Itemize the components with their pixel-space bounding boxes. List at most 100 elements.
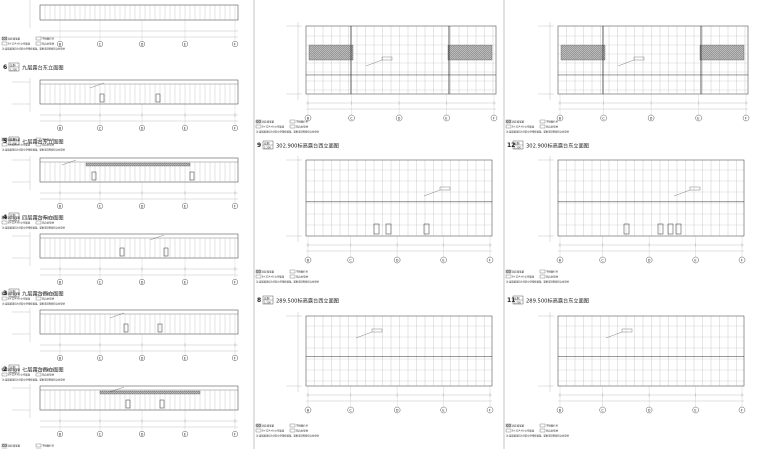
elevation-tag xyxy=(382,57,392,60)
legend-swatch xyxy=(2,37,7,40)
scale-label: 比例 xyxy=(10,365,16,369)
legend-swatch xyxy=(540,429,545,432)
legend-item-label: 铝合金型材 xyxy=(296,275,309,279)
legend-note: 注:幕墙玻璃均为夹胶中空钢化玻璃，窗框采用断桥铝合金型材 xyxy=(2,226,65,230)
legend-swatch xyxy=(506,270,511,273)
grid-axis-label: F xyxy=(741,258,743,262)
grid-axis-label: E xyxy=(694,408,696,412)
elevation-tag xyxy=(372,329,382,332)
scale-label: 比例 xyxy=(514,296,520,300)
legend-item-label: 铝合金型材 xyxy=(296,429,309,433)
legend-swatch xyxy=(256,424,261,427)
grid-axis-label: F xyxy=(489,258,491,262)
grid-axis-label: F xyxy=(234,126,236,130)
legend-swatch xyxy=(506,120,511,123)
grid-axis-label: F xyxy=(493,116,495,120)
legend-item-label: 不锈钢栏杆 xyxy=(296,120,309,124)
legend-swatch xyxy=(36,42,41,45)
grid-axis-label: E xyxy=(694,258,696,262)
legend-item-label: 固定玻璃窗 xyxy=(262,424,275,428)
leader-line xyxy=(110,313,124,318)
drawing-title: 七层露台东立面图 xyxy=(22,138,64,146)
grid-axis-label: E xyxy=(442,258,444,262)
grid-axis-label: D xyxy=(650,116,653,120)
door-opening xyxy=(386,224,391,234)
grid-axis-label: F xyxy=(234,356,236,360)
legend-note: 注:幕墙玻璃均为夹胶中空钢化玻璃，窗框采用断桥铝合金型材 xyxy=(2,148,65,152)
elevation-outline xyxy=(558,316,744,386)
hatched-band xyxy=(86,163,190,166)
legend-swatch xyxy=(290,424,295,427)
drawing-title: 302.900标高露台西立面图 xyxy=(276,142,339,150)
grid-axis-label: D xyxy=(141,126,144,130)
legend-item-label: 6+12A+6 中空玻璃 xyxy=(8,42,31,46)
legend-swatch xyxy=(2,221,7,224)
scale-value: 1:200 xyxy=(514,146,521,149)
legend-swatch xyxy=(540,270,545,273)
grid-axis-label: E xyxy=(184,356,186,360)
drawing-title: 九层露台西立面图 xyxy=(22,290,64,298)
drawing-title: 302.900标高露台东立面图 xyxy=(526,142,589,150)
elevation-tag xyxy=(622,329,632,332)
legend-item-label: 不锈钢栏杆 xyxy=(546,270,559,274)
legend-item-label: 不锈钢栏杆 xyxy=(546,424,559,428)
scale-value: 1:200 xyxy=(514,301,521,304)
door-opening xyxy=(668,224,673,234)
leader-line xyxy=(150,235,164,240)
legend-item-label: 铝合金型材 xyxy=(42,42,55,46)
grid-axis-label: E xyxy=(442,408,444,412)
legend-swatch xyxy=(506,424,511,427)
legend-item-label: 不锈钢栏杆 xyxy=(42,444,55,448)
scale-value: 1:200 xyxy=(264,146,271,149)
legend-swatch xyxy=(256,120,261,123)
door-opening xyxy=(160,400,164,408)
legend-item-label: 固定玻璃窗 xyxy=(512,270,525,274)
elevation-outline xyxy=(558,160,744,236)
door-opening xyxy=(374,224,379,234)
scale-label: 比例 xyxy=(264,296,270,300)
legend-note: 注:幕墙玻璃均为夹胶中空钢化玻璃，窗框采用断桥铝合金型材 xyxy=(256,280,319,284)
legend-item-label: 6+12A+6 中空玻璃 xyxy=(512,275,535,279)
grid-axis-label: D xyxy=(141,204,144,208)
drawing-title: 289.500标高露台东立面图 xyxy=(526,297,589,305)
door-opening xyxy=(624,224,629,234)
legend-swatch xyxy=(256,125,261,128)
scale-value: 1:200 xyxy=(10,294,17,297)
grid-axis-label: D xyxy=(398,116,401,120)
legend-swatch xyxy=(256,270,261,273)
grid-axis-label: F xyxy=(234,204,236,208)
door-opening xyxy=(658,224,663,234)
grid-axis-label: E xyxy=(697,116,699,120)
legend-note: 注:幕墙玻璃均为夹胶中空钢化玻璃，窗框采用断桥铝合金型材 xyxy=(2,302,65,306)
legend-swatch xyxy=(290,270,295,273)
scale-value: 1:200 xyxy=(264,301,271,304)
legend-item-label: 6+12A+6 中空玻璃 xyxy=(512,429,535,433)
legend-item-label: 固定玻璃窗 xyxy=(262,270,275,274)
legend-item-label: 6+12A+6 中空玻璃 xyxy=(262,125,285,129)
scale-value: 1:200 xyxy=(10,218,17,221)
elevation-outline xyxy=(40,80,238,104)
grid-axis-label: D xyxy=(141,42,144,46)
door-opening xyxy=(164,248,168,256)
drawing-title: 289.500标高露台西立面图 xyxy=(276,297,339,305)
leader-line xyxy=(674,190,690,196)
elevation-outline xyxy=(40,310,238,334)
elevation-outline xyxy=(40,386,238,410)
grid-axis-label: D xyxy=(648,408,651,412)
grid-axis-label: E xyxy=(184,204,186,208)
door-opening xyxy=(676,224,681,234)
drawing-title: 七层露台西立面图 xyxy=(22,366,64,374)
legend-swatch xyxy=(290,125,295,128)
grid-axis-label: F xyxy=(745,116,747,120)
drawing-number: 5 xyxy=(3,138,7,145)
legend-note: 注:幕墙玻璃均为夹胶中空钢化玻璃，窗框采用断桥铝合金型材 xyxy=(506,130,569,134)
grid-axis-label: F xyxy=(741,408,743,412)
door-opening xyxy=(424,224,429,234)
scale-value: 1:200 xyxy=(10,142,17,145)
legend-note: 注:幕墙玻璃均为夹胶中空钢化玻璃，窗框采用断桥铝合金型材 xyxy=(506,434,569,438)
grid-axis-label: D xyxy=(141,432,144,436)
legend-item-label: 6+12A+6 中空玻璃 xyxy=(262,429,285,433)
legend-item-label: 不锈钢栏杆 xyxy=(42,37,55,41)
legend-swatch xyxy=(36,444,41,447)
